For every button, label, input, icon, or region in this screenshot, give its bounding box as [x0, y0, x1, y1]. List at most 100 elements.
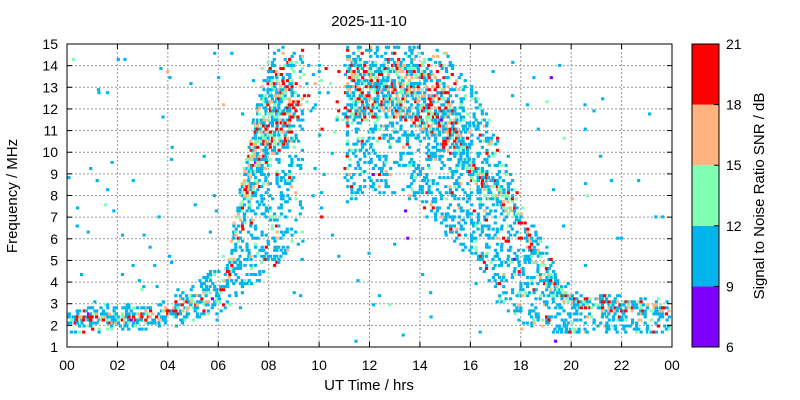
data-point [253, 157, 257, 161]
data-point [529, 315, 534, 319]
data-point [389, 106, 393, 110]
data-point [472, 179, 476, 183]
data-point [637, 300, 641, 304]
data-point [448, 203, 452, 207]
data-point [391, 79, 395, 83]
data-point [495, 194, 500, 198]
data-point [549, 76, 553, 80]
data-point [463, 85, 467, 89]
data-point [361, 76, 365, 80]
data-point [138, 315, 142, 319]
data-points [67, 45, 671, 343]
data-point [424, 106, 429, 110]
data-point [439, 94, 444, 98]
data-point [365, 60, 369, 64]
data-point [532, 248, 536, 252]
data-point [360, 82, 364, 86]
data-point [534, 306, 538, 310]
data-point [234, 248, 238, 252]
data-point [442, 109, 446, 113]
data-point [545, 270, 549, 273]
data-point [412, 67, 416, 70]
data-point [266, 124, 270, 128]
data-point [389, 167, 393, 170]
data-point [414, 112, 418, 116]
data-point [256, 118, 260, 122]
data-point [416, 112, 420, 116]
data-point [243, 185, 247, 189]
data-point [500, 200, 504, 204]
data-point [442, 76, 446, 80]
data-point [251, 188, 255, 192]
data-point [414, 136, 418, 140]
data-point [345, 173, 349, 176]
data-point [401, 91, 405, 95]
data-point [288, 163, 292, 167]
data-point [440, 67, 444, 70]
data-point [433, 109, 438, 113]
data-point [393, 242, 397, 246]
data-point [298, 200, 302, 204]
data-point [260, 139, 264, 143]
data-point [484, 267, 489, 270]
data-point [399, 76, 403, 80]
data-point [451, 100, 455, 104]
data-point [539, 294, 543, 298]
data-point [401, 115, 405, 119]
data-point [258, 248, 262, 252]
data-point [167, 312, 172, 316]
data-point [356, 188, 360, 192]
data-point [223, 279, 228, 283]
data-point [262, 88, 266, 92]
data-point [510, 179, 515, 183]
data-point [485, 148, 489, 152]
data-point [470, 163, 474, 167]
data-point [163, 306, 167, 310]
data-point [346, 103, 350, 107]
data-point [639, 309, 643, 313]
data-point [410, 133, 414, 137]
data-point [363, 115, 367, 119]
data-point [399, 85, 403, 89]
data-point [356, 63, 360, 67]
data-point [76, 206, 80, 210]
data-point [395, 160, 399, 164]
data-point [363, 185, 367, 189]
data-point [243, 170, 247, 173]
data-point [525, 233, 530, 237]
data-point [288, 176, 292, 180]
data-point [80, 315, 84, 319]
data-point [110, 160, 114, 164]
data-point [273, 133, 277, 137]
data-point [264, 151, 268, 155]
data-point [422, 136, 426, 140]
data-point [433, 115, 438, 119]
data-point [277, 215, 281, 219]
data-point [571, 321, 575, 325]
data-point [459, 154, 463, 158]
data-point [290, 163, 294, 167]
data-point [575, 318, 579, 322]
data-point [300, 257, 304, 261]
data-point [474, 173, 478, 176]
data-point [478, 106, 482, 110]
data-point [444, 112, 448, 116]
data-point [446, 109, 450, 113]
data-point [343, 73, 348, 76]
data-point [500, 212, 504, 216]
data-point [273, 106, 277, 110]
data-point [161, 309, 165, 313]
data-point [495, 197, 499, 201]
data-point [284, 106, 288, 110]
data-point [461, 124, 465, 128]
data-point [369, 45, 373, 49]
data-point [290, 79, 294, 83]
data-point [474, 151, 478, 155]
data-point [384, 154, 388, 158]
data-point [429, 97, 433, 101]
data-point [352, 173, 356, 176]
data-point [348, 157, 352, 161]
data-point [465, 136, 469, 140]
data-point [296, 163, 300, 167]
data-point [643, 312, 647, 316]
